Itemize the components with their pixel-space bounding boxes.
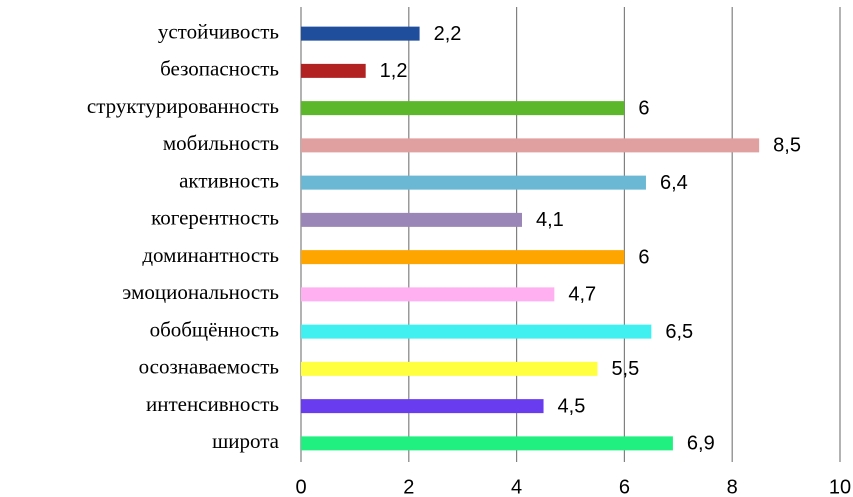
category-label: доминантность	[142, 243, 279, 267]
x-tick-label: 4	[511, 476, 522, 497]
value-label: 4,5	[558, 395, 586, 417]
category-label: обобщённость	[150, 317, 279, 341]
bar	[301, 436, 673, 451]
value-label: 5,5	[611, 358, 639, 380]
value-label: 2,2	[434, 23, 462, 45]
category-label: интенсивность	[146, 392, 279, 416]
value-label: 6,5	[665, 321, 693, 343]
x-tick-label: 2	[403, 476, 414, 497]
bar	[301, 361, 598, 376]
x-tick-label: 8	[727, 476, 738, 497]
bar	[301, 26, 420, 41]
value-label: 6,4	[660, 172, 688, 194]
x-tick-label: 6	[619, 476, 630, 497]
value-label: 6	[638, 246, 649, 268]
bar	[301, 63, 366, 78]
value-label: 4,1	[536, 209, 564, 231]
bar	[301, 175, 646, 190]
bar	[301, 138, 760, 153]
category-label: структурированность	[87, 94, 279, 118]
value-label: 1,2	[380, 60, 408, 82]
x-tick-label: 10	[829, 476, 851, 497]
category-label: осознаваемость	[139, 355, 279, 379]
value-label: 4,7	[568, 284, 596, 306]
category-label: активность	[179, 168, 279, 192]
x-tick-label: 0	[295, 476, 306, 497]
bar	[301, 324, 652, 339]
bar	[301, 212, 522, 227]
category-label: эмоциональность	[122, 280, 279, 304]
category-label: когерентность	[151, 206, 279, 230]
category-label: устойчивость	[158, 19, 279, 43]
bar	[301, 101, 625, 116]
value-label: 6,9	[687, 433, 715, 455]
category-label: безопасность	[160, 57, 279, 81]
bar	[301, 399, 544, 414]
bar	[301, 287, 555, 302]
category-label: широта	[212, 429, 280, 453]
value-label: 6	[638, 97, 649, 119]
bar	[301, 250, 625, 265]
category-label: мобильность	[163, 131, 279, 155]
value-label: 8,5	[773, 135, 801, 157]
